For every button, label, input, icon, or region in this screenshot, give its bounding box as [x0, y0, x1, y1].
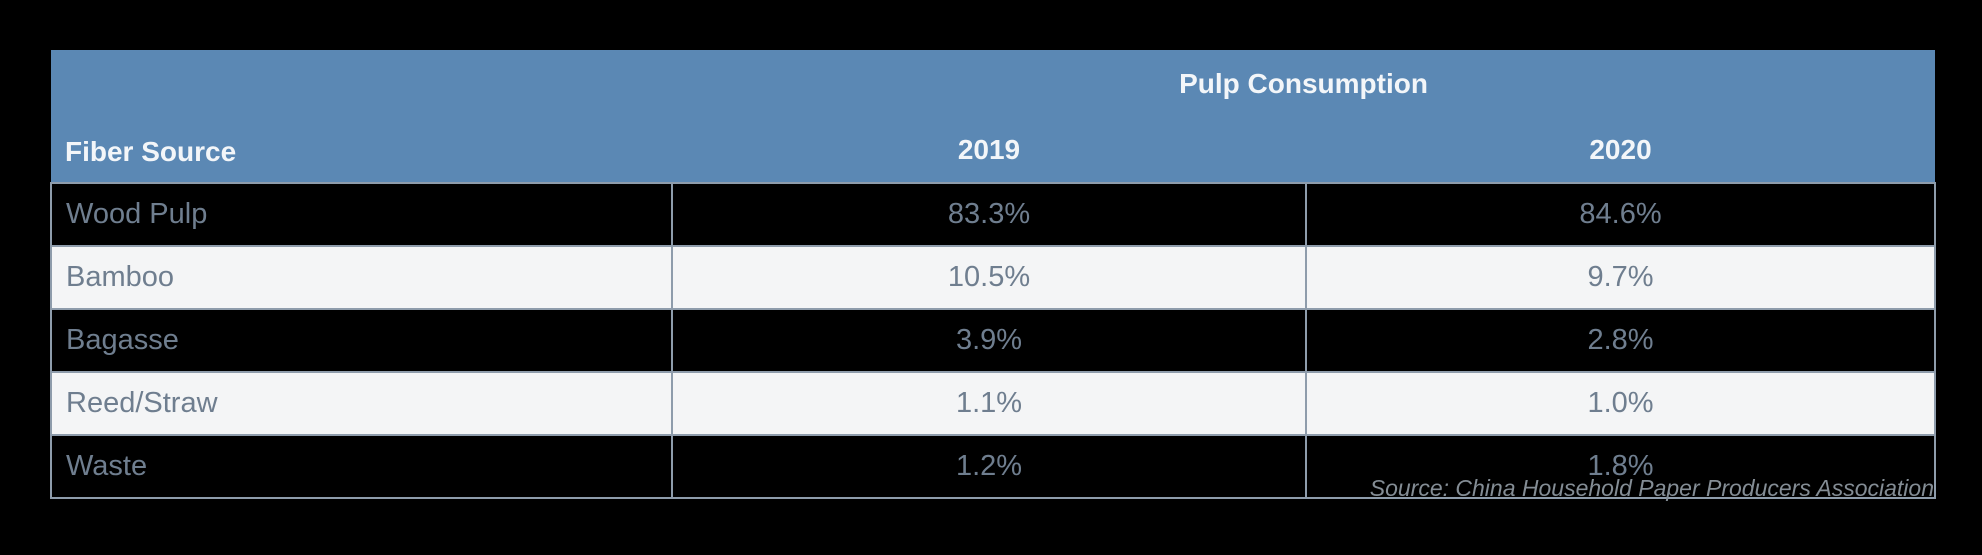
value-2020: 1.8% — [1304, 434, 1937, 499]
row-label: Bamboo — [50, 245, 673, 310]
column-header-fiber-source: Fiber Source — [51, 50, 672, 183]
value-2019: 83.3% — [671, 182, 1307, 247]
value-2020: 1.0% — [1304, 371, 1937, 436]
row-label: Waste — [50, 434, 673, 499]
header-row-years: 2019 2020 — [51, 117, 1936, 183]
column-header-2019: 2019 — [672, 117, 1306, 183]
source-attribution: Source: China Household Paper Producers … — [1369, 475, 1934, 501]
pulp-consumption-table: Fiber Source Pulp Consumption 2019 2020 … — [50, 50, 1937, 499]
value-2020: 9.7% — [1304, 245, 1937, 310]
table-row-reed-straw: Reed/Straw 1.1% 1.0% — [50, 371, 1937, 436]
value-2019: 1.1% — [671, 371, 1307, 436]
value-2019: 1.2% — [671, 434, 1307, 499]
value-2020: 2.8% — [1304, 308, 1937, 373]
value-2019: 10.5% — [671, 245, 1307, 310]
column-group-header-pulp-consumption: Pulp Consumption — [672, 50, 1936, 118]
row-label: Wood Pulp — [50, 182, 673, 247]
column-header-2020: 2020 — [1306, 117, 1936, 183]
row-label: Bagasse — [50, 308, 673, 373]
table-row-bamboo: Bamboo 10.5% 9.7% — [50, 245, 1937, 310]
value-2020: 84.6% — [1304, 182, 1937, 247]
table-row-waste: Waste 1.2% 1.8% — [50, 434, 1937, 499]
table-row-wood-pulp: Wood Pulp 83.3% 84.6% — [50, 182, 1937, 247]
table-row-bagasse: Bagasse 3.9% 2.8% — [50, 308, 1937, 373]
row-label: Reed/Straw — [50, 371, 673, 436]
header-row-group: Fiber Source Pulp Consumption — [51, 50, 1936, 183]
value-2019: 3.9% — [671, 308, 1307, 373]
